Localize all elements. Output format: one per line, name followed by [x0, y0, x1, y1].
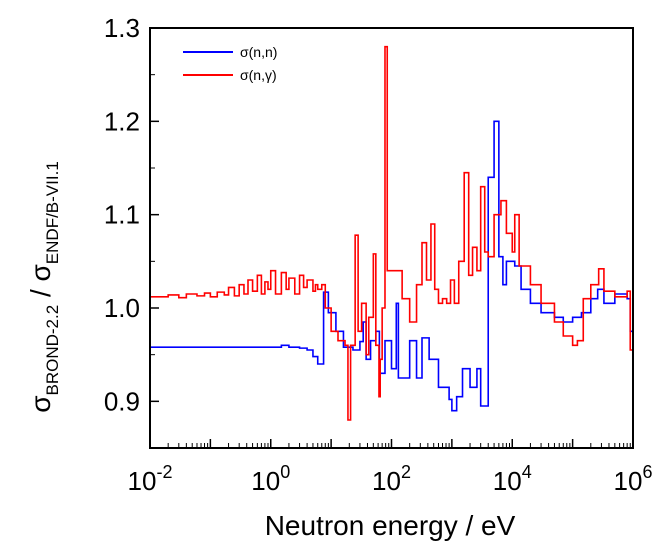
x-tick-label: 100 — [251, 462, 290, 496]
legend: σ(n,n) σ(n,γ) — [183, 44, 277, 83]
series-line-0 — [150, 120, 634, 412]
y-tick-label: 0.9 — [104, 386, 140, 416]
legend-label-ngamma: σ(n,γ) — [240, 67, 277, 83]
series-line-1 — [150, 45, 633, 421]
ticks-layer — [149, 27, 634, 449]
y-axis-sigma-denominator: σ — [25, 264, 56, 281]
x-tick-label: 106 — [614, 462, 653, 496]
x-tick-label: 10-2 — [128, 462, 173, 496]
y-axis-numerator-subscript: BROND-2.2 — [43, 305, 62, 396]
legend-label-nn: σ(n,n) — [240, 44, 277, 60]
y-axis-denominator-subscript: ENDF/B-VII.1 — [43, 161, 62, 264]
series-layer — [150, 45, 634, 421]
y-tick-label: 1.1 — [104, 200, 140, 230]
y-tick-label: 1.2 — [104, 106, 140, 136]
y-axis-separator: / — [25, 281, 56, 304]
plot-frame — [149, 27, 634, 449]
y-tick-label: 1.3 — [104, 13, 140, 43]
tick-labels-layer: 10-2 100 102 104 106 0.9 1.0 1.1 1.2 1.3 — [104, 13, 653, 496]
y-tick-label: 1.0 — [104, 293, 140, 323]
x-tick-label: 102 — [372, 462, 411, 496]
x-tick-label: 104 — [493, 462, 532, 496]
x-axis-title: Neutron energy / eV — [265, 510, 516, 541]
y-axis-sigma: σ — [25, 396, 56, 413]
y-axis-title: σBROND-2.2 / σENDF/B-VII.1 — [25, 161, 62, 413]
